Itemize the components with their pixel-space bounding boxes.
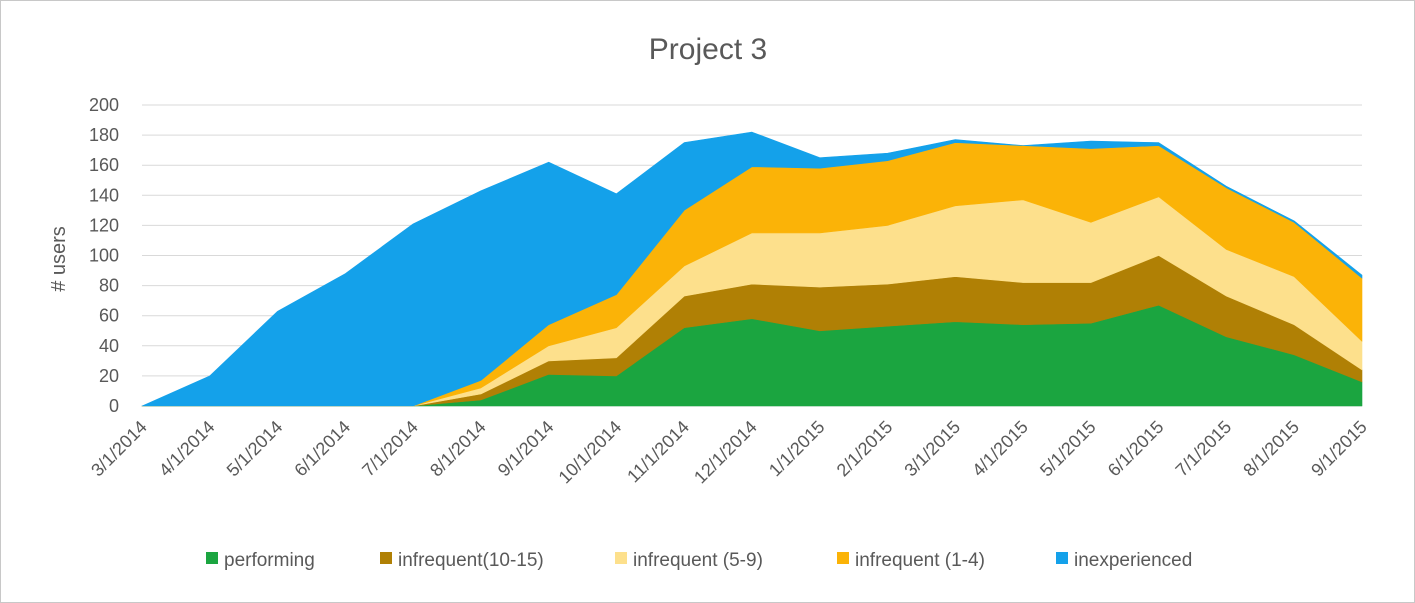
- x-axis-ticks: 3/1/2014 4/1/2014 5/1/2014 6/1/2014 7/1/2014…: [87, 417, 1371, 488]
- y-tick-label: 20: [99, 366, 119, 386]
- x-tick-label: 12/1/2014: [690, 417, 761, 488]
- legend-swatch: [615, 552, 627, 564]
- legend-label: inexperienced: [1074, 550, 1192, 571]
- y-tick-label: 180: [89, 125, 119, 145]
- y-tick-label: 40: [99, 336, 119, 356]
- legend-label: infrequent (1-4): [855, 550, 985, 571]
- legend-swatch: [380, 552, 392, 564]
- x-tick-label: 3/1/2015: [900, 417, 964, 481]
- x-tick-label: 10/1/2014: [555, 417, 626, 488]
- x-tick-label: 2/1/2015: [833, 417, 897, 481]
- y-axis-ticks: 0 20 40 60 80 100 120 140 160 180 200: [89, 95, 119, 416]
- series-areas: [141, 131, 1363, 407]
- x-tick-label: 7/1/2015: [1172, 417, 1236, 481]
- legend: performing infrequent(10-15) infrequent (5…: [206, 550, 1192, 571]
- x-tick-label: 3/1/2014: [87, 417, 151, 481]
- x-tick-label: 8/1/2015: [1239, 417, 1303, 481]
- area-inexperienced: [141, 131, 1363, 407]
- y-tick-label: 60: [99, 306, 119, 326]
- legend-item: infrequent (1-4): [837, 550, 985, 571]
- x-tick-label: 11/1/2014: [623, 417, 693, 487]
- y-tick-label: 0: [109, 396, 119, 416]
- x-tick-label: 6/1/2015: [1104, 417, 1168, 481]
- legend-item: infrequent (5-9): [615, 550, 763, 571]
- legend-item: infrequent(10-15): [380, 550, 544, 571]
- legend-swatch: [837, 552, 849, 564]
- x-tick-label: 8/1/2014: [426, 417, 490, 481]
- legend-item: inexperienced: [1056, 550, 1192, 571]
- legend-item: performing: [206, 550, 315, 571]
- x-tick-label: 5/1/2014: [223, 417, 287, 481]
- legend-swatch: [206, 552, 218, 564]
- y-tick-label: 160: [89, 155, 119, 175]
- y-axis-label: # users: [48, 226, 70, 292]
- x-tick-label: 4/1/2014: [155, 417, 219, 481]
- y-tick-label: 200: [89, 95, 119, 115]
- y-tick-label: 100: [89, 246, 119, 266]
- y-tick-label: 80: [99, 276, 119, 296]
- legend-swatch: [1056, 552, 1068, 564]
- y-tick-label: 140: [89, 185, 119, 205]
- legend-label: performing: [224, 550, 315, 571]
- x-tick-label: 7/1/2014: [358, 417, 422, 481]
- x-tick-label: 1/1/2015: [765, 417, 829, 481]
- x-tick-label: 5/1/2015: [1036, 417, 1100, 481]
- legend-label: infrequent(10-15): [398, 550, 544, 571]
- chart-title: Project 3: [649, 33, 767, 66]
- y-tick-label: 120: [89, 215, 119, 235]
- x-tick-label: 4/1/2015: [968, 417, 1032, 481]
- x-tick-label: 9/1/2015: [1307, 417, 1371, 481]
- x-tick-label: 9/1/2014: [494, 417, 558, 481]
- x-tick-label: 6/1/2014: [290, 417, 354, 481]
- legend-label: infrequent (5-9): [633, 550, 763, 571]
